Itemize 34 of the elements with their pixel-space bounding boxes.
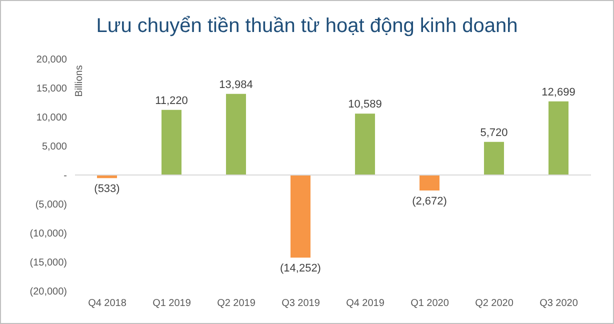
y-tick-label: 5,000 bbox=[42, 142, 68, 153]
y-tick-label: 15,000 bbox=[36, 84, 68, 95]
x-tick-label: Q1 2019 bbox=[152, 298, 192, 310]
x-tick-label: Q2 2019 bbox=[217, 298, 256, 310]
bar bbox=[355, 114, 375, 175]
x-tick-label: Q3 2019 bbox=[282, 298, 320, 310]
data-label: 12,699 bbox=[542, 86, 576, 98]
data-label: (533) bbox=[94, 183, 120, 196]
y-tick-label: (15,000) bbox=[30, 258, 67, 269]
bar bbox=[484, 142, 504, 175]
bar bbox=[162, 110, 182, 175]
bar bbox=[420, 175, 440, 190]
x-tick-label: Q4 2019 bbox=[346, 298, 385, 310]
y-tick-label: 20,000 bbox=[36, 54, 68, 66]
data-label: (14,252) bbox=[280, 262, 321, 275]
y-tick-label: (5,000) bbox=[35, 200, 67, 211]
x-tick-label: Q4 2018 bbox=[88, 298, 127, 310]
y-tick-label: (10,000) bbox=[30, 228, 67, 240]
data-label: (2,672) bbox=[412, 196, 447, 208]
chart-title: Lưu chuyển tiền thuần từ hoạt động kinh doanh bbox=[95, 15, 519, 38]
bar bbox=[548, 101, 568, 175]
data-label: 5,720 bbox=[480, 126, 508, 139]
x-tick-label: Q3 2020 bbox=[540, 298, 578, 310]
y-axis-title: Billions bbox=[74, 65, 86, 97]
x-tick-label: Q1 2020 bbox=[410, 298, 450, 310]
y-tick-label: 10,000 bbox=[36, 112, 68, 124]
y-tick-label: (20,000) bbox=[30, 286, 67, 298]
y-tick-label: - bbox=[64, 170, 67, 182]
data-label: 11,220 bbox=[155, 94, 188, 107]
bar bbox=[226, 94, 246, 175]
x-tick-label: Q2 2020 bbox=[475, 298, 514, 310]
data-label: 13,984 bbox=[219, 78, 253, 91]
data-label: 10,589 bbox=[348, 98, 382, 111]
bar bbox=[290, 175, 310, 258]
